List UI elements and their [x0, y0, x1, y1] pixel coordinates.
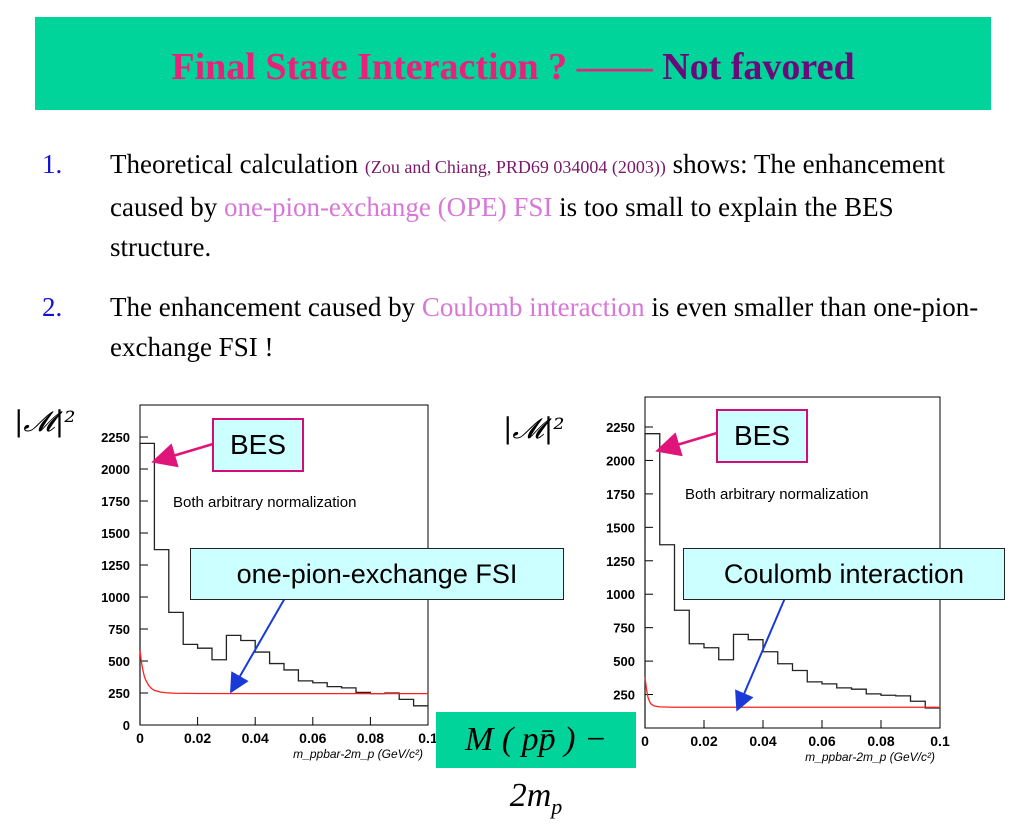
y-tick-label: 500	[613, 654, 635, 669]
y-tick-label: 1250	[101, 558, 130, 573]
y-tick-label: 1500	[101, 526, 130, 541]
y-tick-label: 1250	[606, 554, 635, 569]
y-tick-label: 2000	[101, 462, 130, 477]
y-axis-label-right: |𝓜|²	[503, 412, 565, 445]
x-tick-label: 0.1	[418, 730, 438, 746]
formula-subscript: p	[551, 793, 563, 819]
bes-arrow-right	[655, 431, 718, 457]
item-number: 1.	[42, 149, 63, 179]
bes-label-left: BES	[212, 418, 304, 472]
y-tick-label: 2250	[101, 430, 130, 445]
y-tick-label: 750	[613, 621, 635, 636]
reference: (Zou and Chiang, PRD69 034004 (2003))	[364, 157, 666, 177]
x-tick-label: 0	[641, 733, 649, 749]
x-tick-label: 0.02	[184, 730, 211, 746]
item-text-part: Theoretical calculation	[110, 149, 365, 179]
y-tick-label: 1750	[101, 494, 130, 509]
y-tick-label: 0	[123, 718, 130, 733]
y-tick-label: 2000	[606, 453, 635, 468]
y-tick-label: 500	[108, 654, 130, 669]
coulomb-arrow	[735, 597, 786, 712]
item-text-part: The enhancement caused by	[110, 292, 422, 322]
x-tick-label: 0.08	[357, 730, 384, 746]
y-tick-label: 1000	[101, 590, 130, 605]
bes-histogram	[644, 433, 940, 728]
chart-0: 0 250 500 750 1000 1250 1500 1750 2000 2250 0 0.02 0…	[101, 404, 438, 761]
item-text-part: shows: The enhancement caused by	[110, 149, 946, 222]
normalization-note-right: Both arbitrary normalization	[685, 486, 869, 503]
ope-arrow	[230, 597, 286, 694]
y-tick-label: 1500	[606, 520, 635, 535]
x-tick-label: 0.04	[242, 730, 269, 746]
y-tick-label: 2250	[606, 420, 635, 435]
mass-formula: M ( pp̄ ) − 2mp	[436, 712, 636, 819]
x-axis-label: m_ppbar-2m_p (GeV/c²)	[805, 750, 935, 764]
x-tick-label: 0.06	[299, 730, 326, 746]
y-tick-label: 250	[108, 686, 130, 701]
chart-1: 250 500 750 1000 1250 1500 1750 2000 2250 0 0.02 0.…	[606, 396, 950, 764]
bes-label-right: BES	[716, 409, 808, 463]
highlight-text: one-pion-exchange (OPE) FSI	[223, 192, 553, 222]
coulomb-callout: Coulomb interaction	[683, 548, 1005, 600]
x-tick-label: 0.1	[930, 733, 950, 749]
x-tick-label: 0.08	[867, 733, 894, 749]
title-dash: ——	[576, 46, 653, 88]
highlight-text: Coulomb interaction	[421, 292, 645, 322]
x-tick-label: 0.02	[690, 733, 717, 749]
slide-title: Final State Interaction ? —— Not favored	[35, 17, 991, 110]
y-tick-label: 1000	[606, 587, 635, 602]
fsi-curve	[644, 677, 940, 708]
x-tick-label: 0.06	[808, 733, 835, 749]
y-axis-label-left: |𝓜|²	[14, 405, 76, 438]
title-part2: Not favored	[662, 46, 855, 88]
item-text-part: is even smaller than one-pion-exchange F…	[110, 292, 979, 362]
x-axis-label: m_ppbar-2m_p (GeV/c²)	[293, 747, 423, 761]
y-tick-label: 250	[613, 688, 635, 703]
item-text-part: is too small to explain the BES structur…	[110, 192, 894, 262]
y-tick-label: 1750	[606, 487, 635, 502]
title-part1: Final State Interaction ?	[171, 46, 568, 88]
ope-fsi-callout: one-pion-exchange FSI	[190, 548, 564, 600]
x-tick-label: 0.04	[749, 733, 776, 749]
normalization-note-left: Both arbitrary normalization	[173, 494, 357, 511]
bes-arrow-left	[151, 442, 214, 468]
y-tick-label: 750	[108, 622, 130, 637]
item-text: Theoretical calculation (Zou and Chiang,…	[110, 144, 1000, 267]
fsi-curve	[139, 650, 428, 695]
item-number: 2.	[42, 292, 63, 322]
x-tick-label: 0	[136, 730, 144, 746]
item-text: The enhancement caused by Coulomb intera…	[110, 287, 1000, 367]
